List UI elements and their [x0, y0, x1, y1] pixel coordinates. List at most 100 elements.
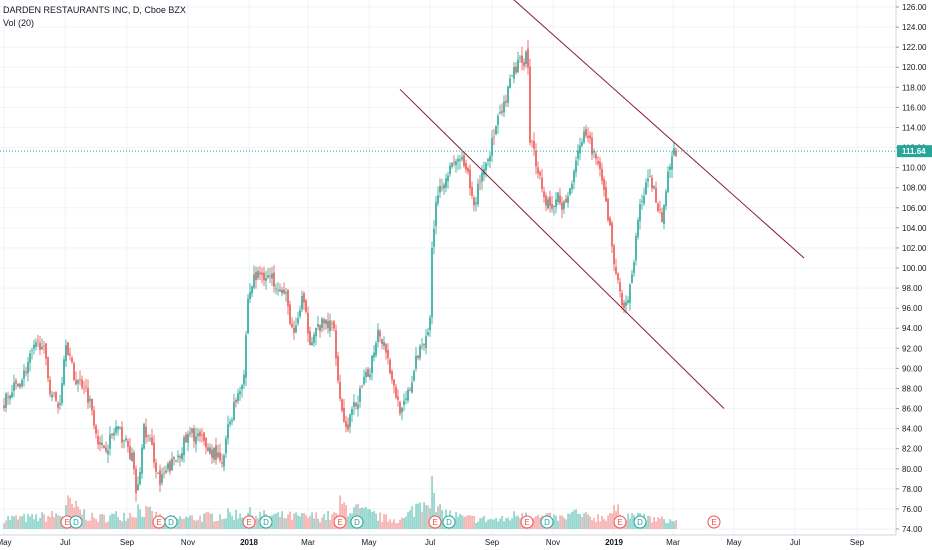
candle-body — [457, 158, 459, 162]
candle-body — [635, 236, 637, 261]
candle-body — [267, 275, 269, 278]
dividend-marker-icon — [633, 515, 647, 529]
volume-bar — [19, 516, 21, 529]
candle-body — [71, 357, 73, 363]
candle-body — [257, 270, 259, 278]
candle-body — [287, 290, 289, 307]
candle-body — [615, 267, 617, 274]
volume-bar — [375, 513, 377, 529]
volume-bar — [585, 511, 587, 529]
candle-body — [45, 343, 47, 359]
volume-bar — [363, 507, 365, 529]
candle-body — [43, 345, 45, 347]
candle-body — [359, 388, 361, 402]
dividend-marker-icon — [350, 515, 364, 529]
candle-body — [169, 461, 171, 472]
candle-body — [667, 171, 669, 193]
volume-bar — [95, 519, 97, 529]
candle-body — [37, 341, 39, 342]
candle-body — [225, 438, 227, 454]
volume-bar — [509, 520, 511, 529]
volume-bar — [383, 514, 385, 529]
volume-bar — [463, 516, 465, 529]
candle-body — [443, 184, 445, 189]
volume-bar — [133, 517, 135, 529]
candle-body — [81, 379, 83, 388]
candle-body — [281, 289, 283, 294]
candle-body — [17, 383, 19, 387]
candle-body — [31, 349, 33, 351]
candle-body — [625, 301, 627, 306]
volume-bar — [441, 510, 443, 529]
volume-bar — [399, 519, 401, 529]
candle-body — [265, 278, 267, 281]
volume-bar — [109, 515, 111, 529]
candle-body — [333, 321, 335, 329]
dividend-marker-icon — [164, 515, 178, 529]
x-tick-label: Mar — [666, 538, 680, 547]
channel-line-upper — [513, 0, 805, 259]
y-tick-label: 102.00 — [902, 244, 927, 253]
candle-body — [417, 355, 419, 359]
volume-bar — [491, 519, 493, 529]
candle-body — [565, 198, 567, 203]
volume-bar — [605, 520, 607, 529]
candle-body — [449, 165, 451, 174]
volume-bar — [55, 513, 57, 529]
volume-bar — [501, 515, 503, 529]
candle-body — [535, 150, 537, 167]
dividend-marker-label: D — [263, 518, 269, 527]
volume-bar — [287, 514, 289, 529]
x-axis-panel — [0, 535, 932, 550]
candle-body — [279, 289, 281, 292]
candle-body — [419, 346, 421, 359]
candle-body — [97, 436, 99, 445]
volume-bar — [47, 515, 49, 529]
volume-bar — [571, 511, 573, 529]
volume-bar — [27, 513, 29, 529]
candle-body — [591, 137, 593, 155]
candle-body — [49, 379, 51, 395]
y-tick-label: 110.00 — [902, 164, 926, 173]
volume-bar — [387, 521, 389, 529]
volume-bar — [191, 515, 193, 529]
volume-bar — [611, 513, 613, 529]
candle-body — [605, 187, 607, 202]
candle-body — [491, 138, 493, 156]
volume-bar — [503, 521, 505, 529]
volume-bar — [559, 515, 561, 529]
candle-body — [465, 163, 467, 170]
candle-body — [423, 343, 425, 346]
x-tick-label: Nov — [181, 538, 195, 547]
volume-bar — [219, 514, 221, 529]
volume-bar — [575, 509, 577, 529]
candle-body — [425, 336, 427, 349]
volume-bar — [475, 523, 477, 529]
chart-legend: DARDEN RESTAURANTS INC, D, Cboe BZX Vol … — [3, 4, 186, 30]
candle-body — [73, 363, 75, 381]
volume-bar — [579, 513, 581, 529]
volume-bar — [99, 514, 101, 529]
candle-body — [661, 212, 663, 222]
candle-body — [89, 398, 91, 401]
volume-bar — [493, 519, 495, 529]
candle-body — [363, 376, 365, 385]
volume-bar — [9, 519, 11, 529]
candle-body — [431, 247, 433, 318]
x-tick-label: Sep — [485, 538, 500, 547]
candle-body — [663, 204, 665, 224]
candle-body — [513, 67, 515, 79]
candle-body — [323, 319, 325, 324]
candle-body — [543, 191, 545, 198]
volume-bar — [281, 511, 283, 529]
candle-body — [75, 380, 77, 385]
candle-body — [65, 345, 67, 361]
volume-bar — [301, 513, 303, 529]
volume-bar — [29, 516, 31, 529]
candle-body — [207, 447, 209, 452]
volume-bar — [121, 521, 123, 529]
candle-body — [113, 432, 115, 436]
dividend-marker-label: D — [446, 518, 452, 527]
candle-body — [577, 150, 579, 159]
